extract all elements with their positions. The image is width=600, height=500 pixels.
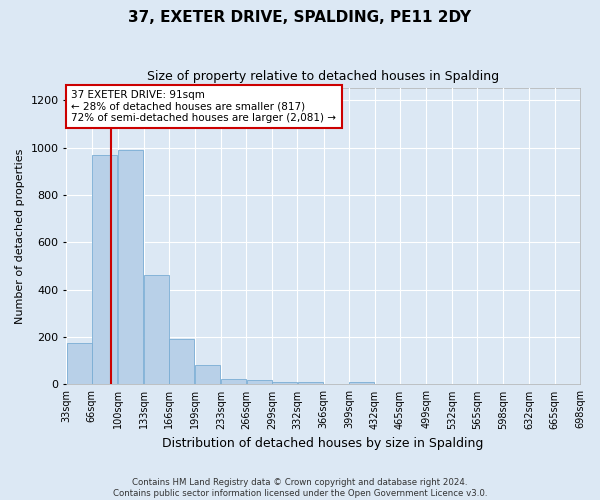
Title: Size of property relative to detached houses in Spalding: Size of property relative to detached ho… [147,70,499,83]
Bar [92,154,117,384]
Y-axis label: Number of detached properties: Number of detached properties [15,148,25,324]
Bar [144,276,169,384]
Bar [298,382,323,384]
Bar [67,343,92,384]
Text: Contains HM Land Registry data © Crown copyright and database right 2024.
Contai: Contains HM Land Registry data © Crown c… [113,478,487,498]
Bar [272,382,297,384]
X-axis label: Distribution of detached houses by size in Spalding: Distribution of detached houses by size … [163,437,484,450]
Bar [221,378,246,384]
Text: 37, EXETER DRIVE, SPALDING, PE11 2DY: 37, EXETER DRIVE, SPALDING, PE11 2DY [128,10,472,25]
Bar [169,340,194,384]
Bar [118,150,143,384]
Text: 37 EXETER DRIVE: 91sqm
← 28% of detached houses are smaller (817)
72% of semi-de: 37 EXETER DRIVE: 91sqm ← 28% of detached… [71,90,337,123]
Bar [247,380,272,384]
Bar [195,366,220,384]
Bar [349,382,374,384]
